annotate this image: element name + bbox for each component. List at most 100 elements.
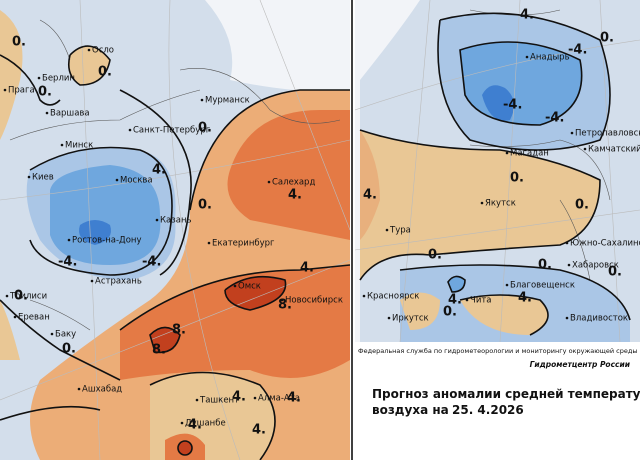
- city-dot: [387, 316, 391, 320]
- city-dot: [5, 294, 9, 298]
- city-label: Южно-Сахалинск: [570, 239, 640, 249]
- city-label: Екатеринбург: [212, 239, 275, 249]
- contour-label: -4.: [58, 255, 77, 270]
- city-dot: [385, 228, 389, 232]
- contour-label: -4.: [545, 111, 564, 126]
- city-dot: [505, 151, 509, 155]
- city-dot: [128, 128, 132, 132]
- city-label: Киев: [32, 173, 54, 183]
- city-dot: [570, 131, 574, 135]
- center: Гидрометцентр России: [530, 360, 631, 369]
- city-dot: [45, 111, 49, 115]
- right-panel: [355, 0, 640, 342]
- caption-date: 25. 4.2026: [452, 403, 524, 417]
- city-label: Салехард: [272, 178, 315, 188]
- city-label: Варшава: [50, 109, 90, 119]
- city-dot: [77, 387, 81, 391]
- contour-label: 0.: [428, 248, 442, 263]
- contour-label: 4.: [448, 293, 462, 308]
- city-dot: [525, 55, 529, 59]
- contour-label: 4.: [300, 261, 314, 276]
- contour-label: 4.: [287, 391, 301, 406]
- agency: Федеральная служба по гидрометеорологии …: [358, 347, 638, 355]
- city-dot: [90, 279, 94, 283]
- city-dot: [565, 241, 569, 245]
- contour-label: -4.: [142, 255, 161, 270]
- city-dot: [207, 241, 211, 245]
- caption-title: Прогноз аномалии средней температуры: [372, 387, 640, 401]
- city-label: Благовещенск: [510, 281, 575, 291]
- city-label: Камчатский: [588, 145, 640, 155]
- city-label: Новосибирск: [285, 296, 343, 306]
- contour-label: 0.: [198, 198, 212, 213]
- city-dot: [567, 263, 571, 267]
- caption-box: [355, 342, 640, 460]
- contour-label: 0.: [62, 342, 76, 357]
- city-label: Хабаровск: [572, 261, 619, 271]
- contour-label: -4.: [503, 98, 522, 113]
- city-dot: [253, 396, 257, 400]
- city-label: Мурманск: [205, 96, 250, 106]
- city-label: Ереван: [18, 313, 50, 323]
- contour-label: 4.: [518, 291, 532, 306]
- city-dot: [465, 298, 469, 302]
- city-label: Иркутск: [392, 314, 429, 324]
- city-label: Магадан: [510, 149, 549, 159]
- caption-subtitle: воздуха на: [372, 403, 449, 417]
- contour-label: 0.: [600, 31, 614, 46]
- contour-label: 0.: [608, 265, 622, 280]
- city-dot: [180, 421, 184, 425]
- city-label: Душанбе: [185, 419, 226, 429]
- contour-label: 4.: [152, 163, 166, 178]
- contour-label: 0.: [14, 289, 28, 304]
- contour-label: 4.: [252, 423, 266, 438]
- city-label: Астрахань: [95, 277, 142, 287]
- contour-label: 0.: [38, 85, 52, 100]
- city-label: Алма-Ата: [258, 394, 300, 404]
- contour-label: 8.: [172, 323, 186, 338]
- city-label: Тбилиси: [9, 292, 47, 302]
- contour-label: 8.: [152, 343, 166, 358]
- contour-label: 0.: [98, 65, 112, 80]
- city-label: Санкт-Петербург: [133, 126, 211, 136]
- city-label: Москва: [120, 176, 153, 186]
- city-label: Прага: [8, 86, 35, 96]
- contour-label: 4.: [288, 188, 302, 203]
- contour-label: 0.: [575, 198, 589, 213]
- city-dot: [233, 284, 237, 288]
- city-dot: [37, 76, 41, 80]
- contour-label: 0.: [12, 35, 26, 50]
- city-label: Ташкент: [199, 396, 239, 406]
- city-label: Чита: [470, 296, 492, 306]
- city-dot: [13, 315, 17, 319]
- city-dot: [3, 88, 7, 92]
- contour-label: 0.: [538, 258, 552, 273]
- city-dot: [60, 143, 64, 147]
- city-label: Ростов-на-Дону: [72, 236, 142, 246]
- city-dot: [27, 175, 31, 179]
- contour-label: 4.: [520, 8, 534, 23]
- city-dot: [155, 218, 159, 222]
- contour-label: 4.: [363, 188, 377, 203]
- city-label: Казань: [160, 216, 192, 226]
- city-label: Анадырь: [530, 53, 570, 63]
- city-label: Берлин: [42, 74, 75, 84]
- contour-label: -4.: [568, 43, 587, 58]
- city-label: Минск: [65, 141, 93, 151]
- city-label: Омск: [238, 282, 261, 292]
- contour-label: 8.: [278, 298, 292, 313]
- city-dot: [115, 178, 119, 182]
- city-dot: [362, 294, 366, 298]
- city-dot: [67, 238, 71, 242]
- city-dot: [267, 180, 271, 184]
- contour-label: 0.: [198, 121, 212, 136]
- city-dot: [200, 98, 204, 102]
- city-dot: [87, 48, 91, 52]
- city-dot: [565, 316, 569, 320]
- contour-label: 0.: [510, 171, 524, 186]
- city-label: Петропавловск: [575, 129, 640, 139]
- city-label: Тура: [389, 226, 411, 236]
- city-label: Красноярск: [367, 292, 419, 302]
- city-label: Баку: [55, 330, 76, 340]
